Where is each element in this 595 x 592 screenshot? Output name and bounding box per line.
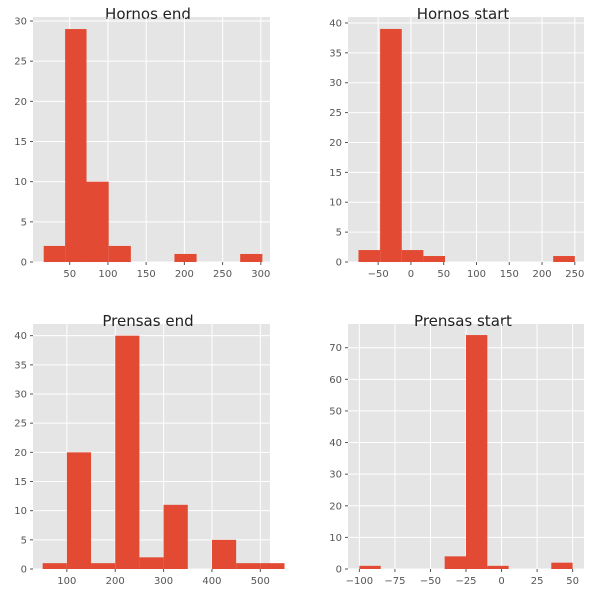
y-tick-label: 15 [14,477,27,488]
y-tick-label: 20 [329,501,342,512]
subplot-title: Prensas end [102,312,193,330]
histogram-bar [211,539,237,569]
histogram-bar [236,563,261,569]
y-tick-label: 70 [329,343,342,354]
histogram-bar [66,452,92,569]
y-tick-label: 60 [329,375,342,386]
subplot-prensas-start: Prensas start 0 10 20 30 40 50 60 70 −100 −75 −50 −… [329,312,584,587]
histogram-bar [487,565,509,569]
subplot-title: Hornos end [105,5,191,23]
x-tick-label: 300 [154,576,173,587]
x-tick-label: 100 [57,576,76,587]
y-tick-label: 0 [336,565,342,576]
histogram-bar [174,253,197,262]
x-tick-label: 200 [175,269,194,280]
y-tick-label: 40 [329,438,342,449]
y-tick-label: 20 [14,97,27,108]
histogram-bar [423,256,446,262]
histogram-bar [139,557,164,569]
y-tick-label: 15 [329,168,342,179]
subplot-hornos-start: Hornos start 0 5 10 15 20 25 30 35 40 −50 0 50 100 15… [329,5,584,280]
x-tick-label: 200 [532,269,551,280]
subplot-title: Prensas start [414,312,512,330]
x-tick-label: 250 [565,269,584,280]
x-tick-label: 100 [98,269,117,280]
x-tick-label: 300 [251,269,270,280]
y-tick-label: 0 [21,258,27,269]
histogram-bar [42,563,67,569]
y-tick-label: 30 [14,17,27,28]
y-tick-label: 10 [14,177,27,188]
y-tick-label: 35 [14,360,27,371]
y-tick-label: 0 [21,565,27,576]
x-tick-label: 50 [566,576,579,587]
y-tick-label: 35 [329,48,342,59]
y-tick-label: 25 [329,108,342,119]
histogram-bar [551,562,573,569]
y-tick-label: 5 [21,217,27,228]
x-tick-label: −50 [420,576,441,587]
x-tick-label: 0 [408,269,414,280]
x-tick-label: 200 [106,576,125,587]
histogram-bar [444,556,466,569]
y-tick-label: 20 [329,138,342,149]
x-tick-label: 500 [251,576,270,587]
histogram-bar [163,504,188,569]
y-tick-label: 50 [329,406,342,417]
x-tick-label: 250 [213,269,232,280]
x-tick-label: −75 [384,576,405,587]
y-tick-label: 40 [14,331,27,342]
y-tick-label: 10 [329,198,342,209]
x-tick-label: 50 [437,269,450,280]
histogram-bar [240,253,263,262]
histogram-bar [260,563,285,569]
y-tick-label: 30 [14,390,27,401]
x-tick-label: 25 [531,576,544,587]
subplot-prensas-end: Prensas end 0 5 10 15 20 25 30 35 40 100 200 300 400… [14,312,285,587]
y-tick-label: 10 [14,506,27,517]
histogram-bar [466,335,488,569]
x-tick-label: 150 [500,269,519,280]
y-tick-label: 5 [21,535,27,546]
x-tick-label: 400 [202,576,221,587]
histogram-bar [359,565,381,569]
y-tick-label: 40 [329,18,342,29]
x-tick-label: −50 [368,269,389,280]
x-tick-label: 100 [467,269,486,280]
histogram-bar [65,29,87,263]
histogram-bar [91,563,116,569]
histogram-bar [108,245,131,262]
histogram-bar [380,28,402,263]
subplot-hornos-end: Hornos end 0 5 10 15 20 25 30 50 100 150 200 250 300 [14,5,270,280]
x-tick-label: −25 [455,576,476,587]
y-tick-label: 15 [14,137,27,148]
y-tick-label: 25 [14,57,27,68]
y-tick-label: 5 [336,228,342,239]
y-tick-label: 25 [14,419,27,430]
y-tick-label: 0 [336,258,342,269]
subplot-title: Hornos start [417,5,510,23]
histogram-bar [86,181,109,262]
histogram-bar [553,256,575,262]
histogram-bar [43,245,66,262]
y-tick-label: 10 [329,533,342,544]
x-tick-label: 0 [498,576,504,587]
y-tick-label: 20 [14,448,27,459]
x-tick-label: −100 [346,576,373,587]
histogram-bar [358,250,381,262]
histogram-bar [401,250,424,262]
y-tick-label: 30 [329,78,342,89]
y-tick-label: 30 [329,470,342,481]
x-tick-label: 150 [137,269,156,280]
x-tick-label: 50 [63,269,76,280]
histogram-bar [115,335,140,569]
